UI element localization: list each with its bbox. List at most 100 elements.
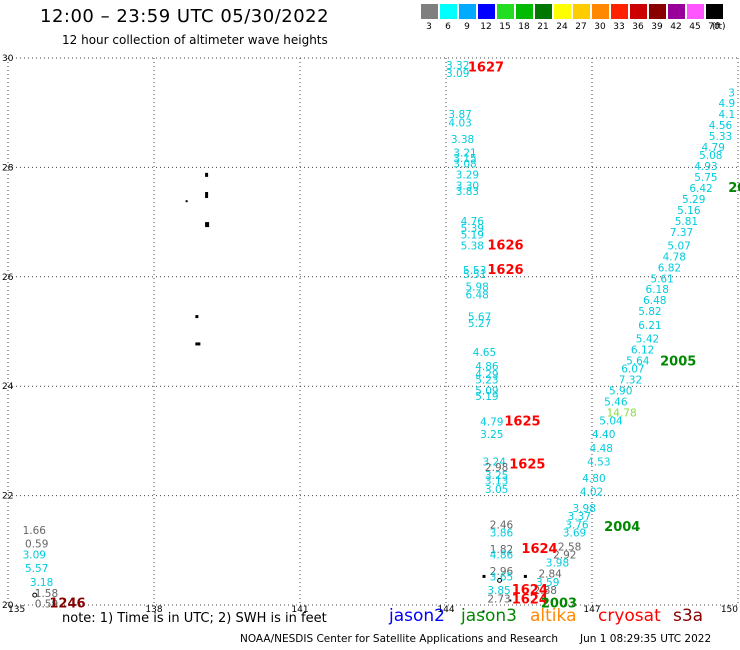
- legend-swatch: [478, 4, 495, 19]
- swh-reading: 3.18: [30, 577, 53, 589]
- credit-line: NOAA/NESDIS Center for Satellite Applica…: [240, 633, 558, 645]
- legend-label: 24: [556, 22, 568, 32]
- pass-time-label: 1625: [509, 457, 545, 472]
- lat-tick-label: 30: [2, 54, 14, 64]
- legend-swatch: [573, 4, 590, 19]
- pass-time-label: 1626: [487, 263, 523, 278]
- pass-time-label: 1624: [521, 542, 557, 557]
- swh-reading: 5.38: [461, 240, 484, 252]
- legend-label: 45: [689, 22, 701, 32]
- swh-reading: 4.56: [709, 120, 733, 132]
- legend-swatch: [516, 4, 533, 19]
- swh-reading: 3.38: [451, 134, 474, 146]
- swh-reading: 3.15: [453, 153, 476, 165]
- swh-reading: 5.07: [667, 240, 690, 252]
- swh-reading: 3.65: [490, 571, 513, 583]
- island: [509, 599, 512, 602]
- swh-reading: 6.48: [643, 295, 666, 307]
- legend-label: 30: [594, 22, 606, 32]
- swh-reading: 4.76: [461, 216, 485, 228]
- swh-reading: 1.66: [23, 525, 47, 537]
- legend-label: 9: [464, 22, 470, 32]
- swh-reading: 3.09: [23, 550, 46, 562]
- legend-swatch: [668, 4, 685, 19]
- legend-label: 3: [426, 22, 432, 32]
- legend-label: 6: [445, 22, 451, 32]
- swh-reading: 3.98: [546, 558, 569, 570]
- swh-reading: 4.79: [702, 142, 725, 154]
- swh-reading: 2.73: [487, 593, 510, 605]
- legend-swatch: [611, 4, 628, 19]
- swh-reading: 5.90: [609, 385, 632, 397]
- swh-reading: 3.87: [448, 109, 471, 121]
- lat-tick-label: 28: [2, 163, 14, 173]
- pass-time-label: 2003: [541, 597, 577, 612]
- legend-label: 36: [632, 22, 644, 32]
- swh-reading: 5.46: [604, 396, 628, 408]
- map-subtitle: 12 hour collection of altimeter wave hei…: [62, 33, 328, 47]
- legend-swatch: [459, 4, 476, 19]
- swh-reading: 1.82: [490, 544, 513, 556]
- satellite-label-jason3: jason3: [461, 606, 517, 626]
- swh-reading: 3.59: [536, 577, 559, 589]
- island: [482, 574, 486, 578]
- swh-reading: 4.86: [475, 361, 499, 373]
- generation-timestamp: Jun 1 08:29:35 UTC 2022: [580, 633, 712, 645]
- pass-time-label: 20: [728, 181, 740, 196]
- lat-tick-label: 24: [2, 382, 14, 392]
- pass-time-label: 1246: [49, 597, 85, 612]
- swh-reading: 5.16: [677, 205, 701, 217]
- swh-reading: 4.02: [580, 487, 603, 499]
- island: [185, 200, 188, 203]
- pass-time-label: 1625: [504, 415, 540, 430]
- swh-reading: 3.25: [485, 470, 508, 482]
- swh-reading: 3.21: [453, 147, 476, 159]
- swh-reading: 4.03: [448, 117, 471, 129]
- pass-time-label: 2004: [604, 520, 640, 535]
- swh-reading: 5.04: [599, 415, 623, 427]
- swh-reading: 2.96: [490, 566, 514, 578]
- swh-reading: 2.92: [553, 550, 576, 562]
- swh-reading: 5.67: [468, 312, 491, 324]
- swh-reading: 4.53: [587, 457, 610, 469]
- legend-swatch: [630, 4, 647, 19]
- legend-label: 33: [613, 22, 625, 32]
- swh-reading: 3.05: [485, 484, 508, 496]
- swh-reading: 5.57: [25, 563, 48, 575]
- swh-reading: 6.12: [631, 344, 654, 356]
- map-title: 12:00 – 23:59 UTC 05/30/2022: [40, 6, 330, 27]
- swh-reading: 0.59: [25, 539, 48, 551]
- swh-reading: 3: [728, 87, 735, 99]
- lat-tick-label: 22: [2, 492, 13, 502]
- satellite-label-altika: altika: [530, 606, 577, 626]
- swh-reading: 5.64: [626, 355, 650, 367]
- swh-reading: 5.23: [475, 374, 498, 386]
- swh-reading: 5.98: [465, 281, 488, 293]
- swh-reading: 4.1: [719, 109, 736, 121]
- satellite-label-jason2: jason2: [389, 606, 445, 626]
- station-marker: [32, 592, 38, 598]
- swh-reading: 3.76: [565, 519, 589, 531]
- legend-label: 15: [499, 22, 511, 32]
- legend-label: 42: [670, 22, 682, 32]
- swh-reading: 7.37: [670, 227, 693, 239]
- swh-reading: 5.09: [475, 385, 498, 397]
- island: [205, 172, 209, 177]
- swh-reading: 2.98: [485, 462, 508, 474]
- island: [195, 342, 201, 346]
- swh-reading: 1.58: [35, 588, 58, 600]
- legend-unit: (ft): [712, 22, 726, 32]
- swh-reading: 4.48: [590, 443, 613, 455]
- swh-reading: 4.9: [719, 98, 736, 110]
- swh-reading: 5.42: [636, 333, 659, 345]
- pass-time-label: 1624: [512, 583, 548, 598]
- legend-swatch: [706, 4, 723, 19]
- swh-reading: 6.21: [638, 320, 661, 332]
- swh-reading: 3.08: [453, 158, 476, 170]
- legend-label: 12: [480, 22, 492, 32]
- lat-tick-label: 20: [2, 601, 14, 611]
- legend-swatch: [687, 4, 704, 19]
- swh-reading: 3.85: [487, 585, 510, 597]
- pass-time-label: 1626: [487, 238, 523, 253]
- swh-reading: 2.84: [538, 569, 562, 581]
